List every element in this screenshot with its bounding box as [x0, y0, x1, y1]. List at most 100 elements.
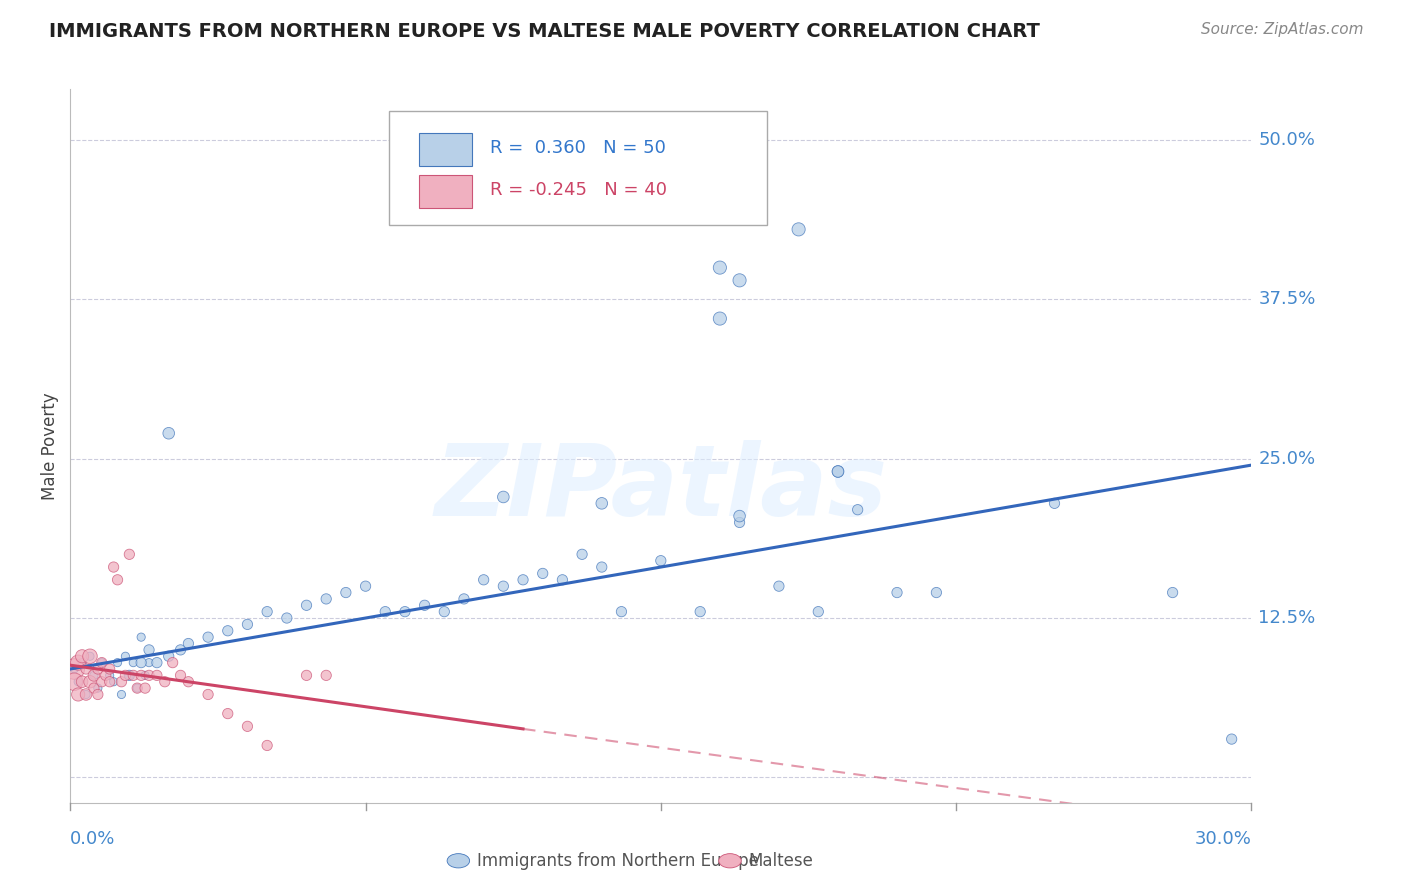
Point: [217, 706, 239, 721]
Point: [75, 688, 97, 702]
Point: [531, 566, 554, 581]
Point: [87, 688, 110, 702]
Text: R =  0.360   N = 50: R = 0.360 N = 50: [489, 139, 665, 157]
Point: [827, 465, 849, 479]
Point: [472, 573, 495, 587]
Point: [886, 585, 908, 599]
Point: [129, 668, 152, 682]
Point: [83, 668, 105, 682]
Point: [122, 656, 145, 670]
Point: [107, 573, 129, 587]
FancyBboxPatch shape: [419, 134, 472, 166]
Point: [114, 668, 136, 682]
Point: [354, 579, 377, 593]
Point: [709, 311, 731, 326]
Text: ZIPatlas: ZIPatlas: [434, 441, 887, 537]
Point: [79, 674, 101, 689]
Point: [162, 656, 184, 670]
Point: [63, 674, 86, 689]
Point: [394, 605, 416, 619]
Point: [83, 681, 105, 695]
Point: [110, 674, 132, 689]
Point: [827, 465, 849, 479]
Text: Immigrants from Northern Europe: Immigrants from Northern Europe: [477, 852, 758, 870]
Point: [335, 585, 357, 599]
Point: [807, 605, 830, 619]
Point: [689, 605, 711, 619]
Point: [79, 649, 101, 664]
Point: [87, 681, 110, 695]
Point: [591, 496, 613, 510]
Point: [728, 509, 751, 524]
Point: [153, 674, 176, 689]
Point: [610, 605, 633, 619]
Point: [94, 668, 117, 682]
Point: [768, 579, 790, 593]
Point: [129, 656, 152, 670]
Point: [295, 668, 318, 682]
Point: [1220, 732, 1243, 747]
Point: [118, 668, 141, 682]
Point: [413, 599, 436, 613]
Text: Source: ZipAtlas.com: Source: ZipAtlas.com: [1201, 22, 1364, 37]
Point: [127, 681, 149, 695]
Point: [177, 674, 200, 689]
Point: [138, 643, 160, 657]
Point: [122, 668, 145, 682]
Point: [146, 656, 169, 670]
Point: [90, 656, 112, 670]
Point: [925, 585, 948, 599]
Text: 30.0%: 30.0%: [1195, 830, 1251, 847]
Text: 0.0%: 0.0%: [70, 830, 115, 847]
Point: [787, 222, 810, 236]
Point: [276, 611, 298, 625]
Point: [129, 630, 152, 644]
Point: [1043, 496, 1066, 510]
Point: [118, 668, 141, 682]
Point: [236, 617, 259, 632]
Point: [138, 656, 160, 670]
Point: [98, 662, 121, 676]
Point: [492, 490, 515, 504]
Point: [197, 630, 219, 644]
Point: [315, 668, 337, 682]
Point: [728, 273, 751, 287]
Point: [63, 662, 86, 676]
Point: [146, 668, 169, 682]
Point: [1161, 585, 1184, 599]
Point: [315, 591, 337, 606]
Text: 37.5%: 37.5%: [1258, 291, 1316, 309]
Point: [75, 662, 97, 676]
Point: [157, 649, 180, 664]
Point: [118, 547, 141, 561]
Point: [177, 636, 200, 650]
Point: [70, 656, 93, 670]
Point: [256, 739, 278, 753]
Point: [98, 668, 121, 682]
Text: Maltese: Maltese: [748, 852, 813, 870]
Point: [591, 560, 613, 574]
Point: [157, 426, 180, 441]
Point: [127, 681, 149, 695]
Point: [453, 591, 475, 606]
Point: [103, 674, 125, 689]
Point: [236, 719, 259, 733]
Point: [70, 649, 93, 664]
Point: [98, 674, 121, 689]
Text: IMMIGRANTS FROM NORTHERN EUROPE VS MALTESE MALE POVERTY CORRELATION CHART: IMMIGRANTS FROM NORTHERN EUROPE VS MALTE…: [49, 22, 1040, 41]
Point: [512, 573, 534, 587]
Point: [295, 599, 318, 613]
Point: [709, 260, 731, 275]
Point: [70, 674, 93, 689]
Point: [197, 688, 219, 702]
Point: [492, 579, 515, 593]
Point: [75, 688, 97, 702]
Text: 50.0%: 50.0%: [1258, 131, 1315, 149]
Point: [67, 656, 90, 670]
Text: 12.5%: 12.5%: [1258, 609, 1316, 627]
Point: [63, 662, 86, 676]
Point: [846, 502, 869, 516]
Point: [134, 681, 156, 695]
Point: [256, 605, 278, 619]
Point: [433, 605, 456, 619]
